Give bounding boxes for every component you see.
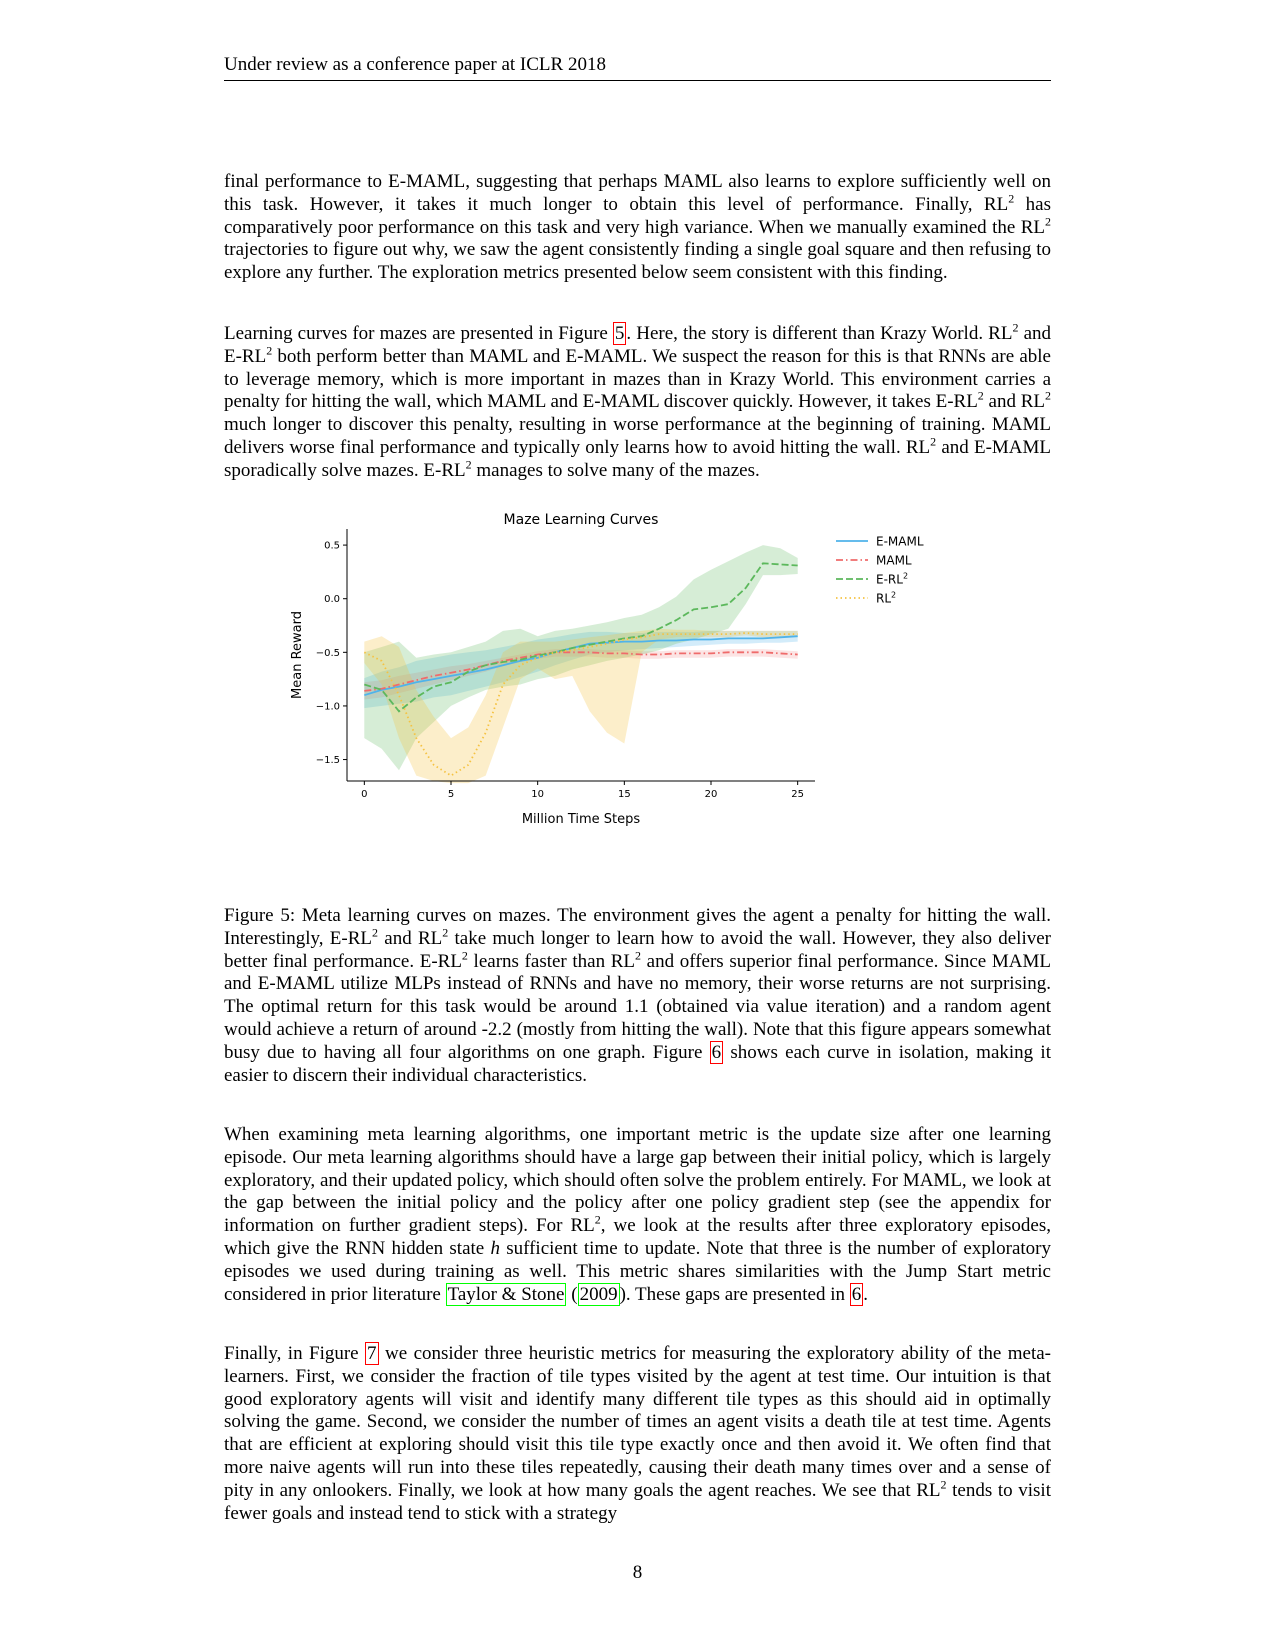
text-run: and RL [983,391,1046,413]
text-run: Figure 5: Meta learning curves on mazes.… [224,905,1051,949]
y-axis-label: Mean Reward [290,611,305,699]
superscript: 2 [930,434,937,449]
text-run: learns faster than RL [467,950,636,972]
legend-label: E-RL2 [876,572,908,587]
figure-ref-link[interactable]: 7 [365,1342,379,1365]
running-header: Under review as a conference paper at IC… [224,54,1051,81]
superscript: 2 [442,925,449,940]
text-run: take much longer to learn how to avoid t… [224,927,1051,972]
figure-ref-link[interactable]: 5 [612,322,627,345]
figure-ref-link[interactable]: 6 [709,1040,724,1064]
text-run: Learning curves for mazes are presented … [224,323,613,344]
citation-link[interactable]: Taylor & Stone [445,1282,567,1306]
superscript: 2 [940,1477,947,1492]
superscript: 2 [465,457,472,472]
text-run: tends to visit fewer goals and instead t… [224,1479,1051,1524]
text-run: and RL [378,927,443,949]
band-maml [364,649,798,700]
text-run: , we look at the results after three exp… [224,1215,1052,1259]
band-rl2 [364,628,798,784]
citation-link[interactable]: 2009 [577,1282,620,1306]
text-run: we consider three heuristic metrics for … [224,1343,1051,1501]
text-run: manages to solve many of the mazes. [471,459,760,481]
y-tick-label: −1.0 [316,701,340,712]
text-run: . Here, the story is different than Kraz… [626,323,1013,344]
x-tick-label: 5 [448,789,454,800]
figure-ref-link[interactable]: 6 [849,1282,864,1306]
superscript: 2 [461,948,468,963]
band-e-rl2 [364,545,798,771]
superscript: 2 [372,925,379,940]
superscript: 2 [1045,389,1052,404]
line-maml [364,651,798,692]
text-run: sufficient time to update. Note that thr… [224,1237,1051,1305]
text-run: both perform better than MAML and E-MAML… [224,345,1051,413]
text-run: and E-MAML sporadically solve mazes. E-R… [224,436,1052,481]
text-run: and offers superior final performance. S… [224,950,1051,1063]
page-number: 8 [632,1562,643,1583]
legend-label: MAML [876,554,912,568]
line-e-rl2 [364,562,798,713]
text-run: has comparatively poor performance on th… [224,193,1051,238]
text-run: final performance to E-MAML, suggesting … [224,171,1051,215]
body-paragraph-3: When examining meta learning algorithms,… [224,1124,1051,1306]
text-run: ). These gaps are presented in [619,1283,850,1305]
text-run: When examining meta learning algorithms,… [224,1124,1051,1237]
x-tick-label: 15 [618,789,631,800]
x-tick-label: 25 [791,789,804,800]
text-run: shows each curve in isolation, making it… [224,1041,1051,1086]
body-paragraph-1: final performance to E-MAML, suggesting … [224,171,1051,285]
x-tick-label: 10 [531,789,544,800]
text-run: trajectories to figure out why, we saw t… [224,239,1051,284]
maze-learning-curves-chart: 0 5 10 15 20 25 0.5 0.0 −0.5 −1.0 −1.5 Maze Learnin… [290,512,924,827]
text-run: . [863,1283,869,1305]
superscript: 2 [1008,191,1015,206]
superscript: 2 [635,948,642,963]
y-tick-label: 0.0 [324,594,340,605]
text-run: much longer to discover this penalty, re… [224,414,1051,458]
y-tick-label: −0.5 [316,648,340,659]
superscript: 2 [594,1212,601,1227]
x-tick-label: 20 [705,789,718,800]
math-variable: h [490,1237,500,1259]
figure-5-caption: Figure 5: Meta learning curves on mazes.… [224,905,1051,1087]
superscript: 2 [977,389,984,404]
legend-label: E-MAML [876,535,924,549]
band-e-maml [364,630,798,709]
text-run: and E-RL [224,323,1051,367]
line-rl2 [363,632,798,777]
y-tick-label: −1.5 [316,755,340,766]
superscript: 2 [266,343,273,358]
y-tick-label: 0.5 [324,541,340,552]
x-axis-label: Million Time Steps [522,812,641,827]
chart-title: Maze Learning Curves [504,512,659,528]
body-paragraph-4: Finally, in Figure 7 we consider three h… [224,1342,1051,1525]
legend-label: RL2 [876,591,896,606]
x-tick-label: 0 [361,789,367,800]
superscript: 2 [1045,214,1051,229]
text-run: ( [566,1283,578,1305]
superscript: 2 [1012,320,1019,335]
body-paragraph-2: Learning curves for mazes are presented … [224,320,1052,483]
text-run: Finally, in Figure [224,1343,366,1364]
